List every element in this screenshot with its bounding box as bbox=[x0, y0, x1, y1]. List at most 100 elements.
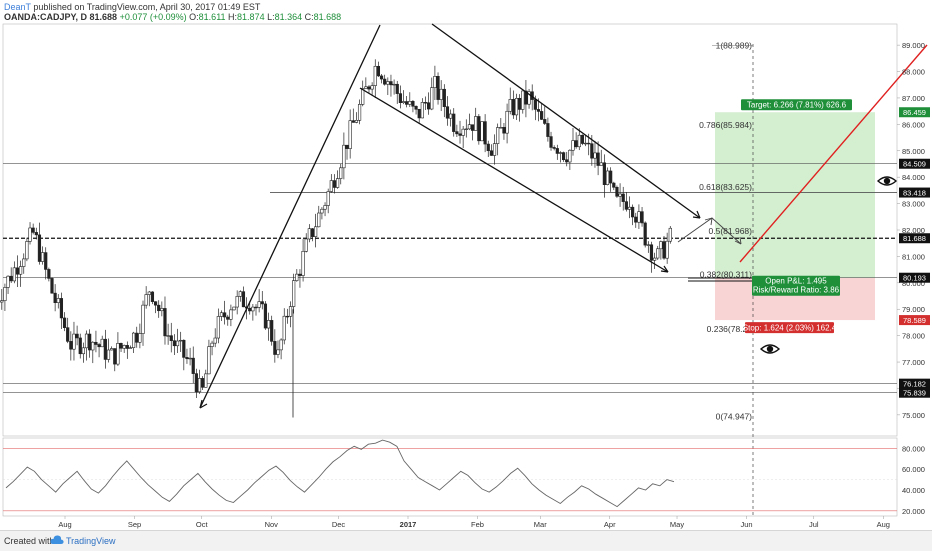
candle-body bbox=[260, 301, 264, 305]
price-badge: 81.688 bbox=[903, 234, 926, 243]
candle-body bbox=[401, 101, 406, 104]
candle-body bbox=[323, 205, 327, 210]
price-badge-bg bbox=[899, 272, 930, 283]
open-pnl-label: Open P&L: 1.495 bbox=[765, 277, 827, 286]
candle-body bbox=[492, 143, 497, 156]
candle-body bbox=[668, 227, 672, 242]
candle-body bbox=[166, 335, 170, 337]
candle-body bbox=[417, 108, 421, 119]
candle-body bbox=[3, 287, 7, 301]
candle-body bbox=[84, 333, 89, 349]
candle-body bbox=[634, 216, 638, 223]
candle-body bbox=[379, 75, 384, 80]
price-badge-bg bbox=[899, 378, 930, 389]
candle-body bbox=[621, 193, 625, 202]
candle-body bbox=[12, 267, 16, 282]
candle-body bbox=[558, 152, 563, 154]
candle-body bbox=[618, 193, 622, 197]
candle-body bbox=[138, 333, 142, 343]
candle-body bbox=[339, 167, 343, 179]
candle-body bbox=[398, 93, 402, 104]
candle-body bbox=[439, 88, 443, 100]
candle-body bbox=[110, 348, 114, 351]
candle-body bbox=[188, 357, 192, 360]
candle-body bbox=[383, 78, 387, 85]
price-badge: 83.418 bbox=[903, 189, 926, 198]
candle-body bbox=[627, 206, 632, 210]
candle-body bbox=[612, 182, 616, 188]
candle-body bbox=[226, 316, 230, 320]
price-chart[interactable]: 1(88.989)0.786(85.984)0.618(83.625)0.5(8… bbox=[0, 0, 932, 530]
candle-body bbox=[458, 133, 462, 136]
candle-body bbox=[207, 346, 211, 375]
oscillator-axis-tick: 60.000 bbox=[902, 465, 925, 474]
candle-body bbox=[430, 87, 434, 110]
candle-body bbox=[527, 91, 531, 105]
tradingview-cloud-icon[interactable] bbox=[50, 534, 64, 546]
trendline-arrowhead bbox=[199, 399, 208, 409]
price-badge-bg bbox=[899, 233, 930, 244]
candle-body bbox=[28, 227, 32, 242]
candle-body bbox=[182, 339, 186, 358]
tradingview-brand[interactable]: TradingView bbox=[66, 536, 116, 546]
candle-body bbox=[326, 191, 330, 206]
candle-body bbox=[436, 76, 440, 100]
price-badge: 84.509 bbox=[903, 160, 926, 169]
candle-body bbox=[514, 97, 519, 116]
rising-trendline bbox=[199, 24, 381, 409]
candle-body bbox=[0, 300, 4, 303]
candle-body bbox=[461, 128, 465, 136]
candle-body bbox=[53, 292, 57, 303]
candle-body bbox=[546, 123, 550, 137]
candle-body bbox=[354, 119, 359, 123]
candle-body bbox=[637, 211, 641, 223]
fib-level-label: 0.786(85.984) bbox=[699, 120, 752, 130]
candle-body bbox=[132, 332, 136, 348]
candle-body bbox=[414, 105, 418, 110]
candle-body bbox=[593, 152, 597, 159]
time-axis-tick: Nov bbox=[265, 520, 279, 529]
candle-body bbox=[587, 142, 591, 145]
price-axis-tick: 81.000 bbox=[902, 252, 925, 261]
candle-body bbox=[543, 119, 547, 124]
symbol-label[interactable]: OANDA:CADJPY, D bbox=[4, 12, 88, 22]
candle-body bbox=[169, 335, 173, 341]
candle-body bbox=[474, 116, 478, 131]
candle-body bbox=[37, 234, 42, 262]
publish-line: DeanT published on TradingView.com, Apri… bbox=[4, 2, 260, 12]
candle-body bbox=[502, 127, 506, 134]
candle-body bbox=[288, 306, 293, 317]
price-badge-bg bbox=[899, 387, 930, 398]
channel-arrowhead bbox=[660, 265, 669, 273]
candle-body bbox=[81, 347, 85, 355]
candle-body bbox=[157, 304, 161, 312]
candle-body bbox=[427, 102, 431, 110]
candle-body bbox=[577, 134, 581, 148]
candle-body bbox=[420, 102, 424, 119]
candle-body bbox=[62, 317, 67, 328]
price-axis-tick: 80.000 bbox=[902, 279, 925, 288]
candle-body bbox=[499, 127, 503, 129]
candle-body bbox=[549, 136, 553, 148]
candle-body bbox=[483, 121, 487, 145]
candle-body bbox=[119, 342, 123, 349]
candle-body bbox=[615, 186, 619, 197]
publisher-name[interactable]: DeanT bbox=[4, 2, 31, 12]
open-key: O: bbox=[189, 12, 199, 22]
time-axis-tick: Oct bbox=[196, 520, 209, 529]
fib-level-label: 0.236(78.26 bbox=[707, 324, 753, 334]
candle-body bbox=[408, 101, 412, 105]
candle-body bbox=[480, 121, 484, 142]
candle-body bbox=[179, 339, 183, 342]
price-badge-bg bbox=[899, 315, 930, 326]
candle-body bbox=[536, 109, 541, 112]
price-axis-tick: 89.000 bbox=[902, 41, 925, 50]
candle-body bbox=[69, 341, 73, 350]
candle-body bbox=[662, 241, 666, 259]
time-axis-tick: Sep bbox=[128, 520, 141, 529]
price-badge: 75.839 bbox=[903, 389, 926, 398]
candle-body bbox=[364, 86, 368, 89]
candle-body bbox=[285, 315, 289, 318]
eye-pupil bbox=[883, 177, 891, 185]
candle-body bbox=[141, 304, 145, 334]
